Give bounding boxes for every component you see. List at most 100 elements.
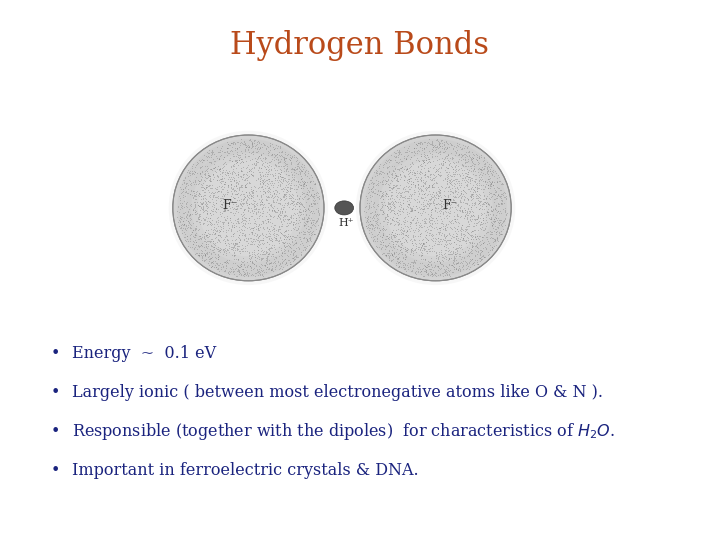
Point (418, 240, 430, 248)
Point (311, 216, 323, 225)
Point (265, 244, 276, 252)
Point (426, 215, 437, 224)
Point (288, 220, 300, 228)
Point (244, 208, 256, 217)
Point (297, 179, 309, 188)
Point (400, 245, 411, 253)
Point (374, 166, 385, 175)
Point (456, 171, 468, 180)
Point (272, 174, 284, 183)
Point (433, 264, 444, 273)
Point (247, 237, 258, 245)
Point (199, 215, 210, 224)
Point (453, 165, 464, 173)
Point (194, 201, 206, 210)
Point (474, 165, 486, 173)
Point (428, 163, 440, 171)
Point (217, 203, 228, 212)
Point (414, 184, 426, 193)
Point (480, 244, 492, 253)
Point (193, 234, 204, 243)
Point (268, 230, 279, 239)
Point (245, 170, 256, 178)
Point (474, 197, 486, 206)
Point (452, 265, 464, 273)
Point (222, 257, 233, 266)
Point (415, 248, 427, 256)
Point (422, 183, 433, 191)
Point (447, 165, 459, 173)
Point (199, 216, 211, 225)
Point (197, 183, 209, 191)
Point (246, 271, 257, 279)
Point (381, 211, 392, 220)
Point (385, 206, 397, 214)
Point (466, 239, 477, 247)
Point (240, 142, 252, 151)
Point (440, 245, 451, 254)
Point (382, 220, 393, 229)
Point (301, 190, 312, 198)
Point (392, 238, 403, 247)
Point (390, 172, 402, 181)
Point (205, 184, 217, 193)
Point (418, 217, 430, 225)
Point (448, 218, 459, 227)
Point (444, 200, 455, 208)
Point (415, 251, 427, 259)
Point (484, 163, 495, 172)
Point (266, 177, 277, 185)
Point (413, 251, 425, 259)
Point (274, 215, 286, 224)
Point (424, 140, 436, 149)
Point (211, 226, 222, 235)
Point (473, 198, 485, 207)
Point (377, 178, 388, 186)
Point (216, 193, 228, 202)
Point (485, 180, 497, 188)
Point (416, 241, 428, 249)
Point (302, 214, 313, 223)
Point (420, 151, 431, 159)
Point (418, 190, 429, 198)
Point (437, 153, 449, 162)
Point (239, 181, 251, 190)
Point (392, 249, 404, 258)
Point (274, 170, 286, 178)
Point (384, 185, 396, 194)
Point (439, 158, 451, 166)
Point (187, 204, 199, 213)
Point (252, 207, 264, 215)
Point (232, 241, 243, 250)
Point (225, 239, 237, 247)
Point (456, 152, 467, 161)
Point (202, 228, 214, 237)
Point (454, 204, 466, 212)
Point (221, 151, 233, 160)
Point (436, 246, 447, 255)
Point (472, 193, 483, 202)
Point (233, 266, 245, 274)
Point (268, 198, 279, 206)
Point (252, 224, 264, 233)
Point (395, 205, 406, 214)
Point (243, 167, 255, 176)
Point (420, 263, 432, 272)
Point (195, 156, 207, 164)
Point (463, 206, 474, 215)
Point (488, 197, 500, 206)
Point (446, 177, 458, 186)
Point (284, 180, 295, 189)
Point (259, 261, 271, 269)
Point (406, 239, 418, 248)
Point (413, 243, 425, 252)
Point (385, 203, 397, 212)
Point (279, 147, 291, 156)
Point (410, 173, 422, 181)
Point (225, 184, 236, 192)
Point (253, 245, 264, 254)
Point (416, 139, 428, 147)
Point (242, 218, 253, 227)
Point (262, 188, 274, 197)
Point (383, 230, 395, 238)
